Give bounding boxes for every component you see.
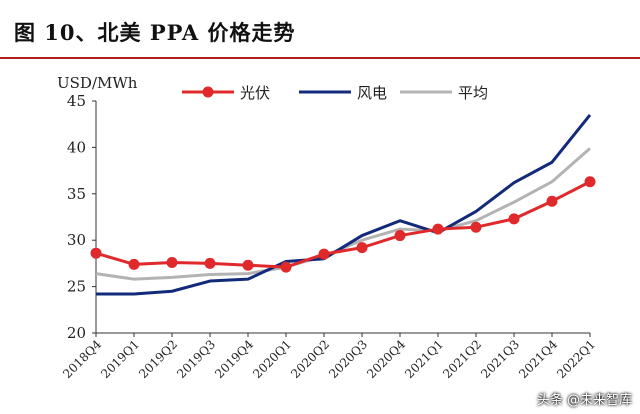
x-tick-label: 2020Q1 [250,337,294,381]
y-tick-label: 30 [67,231,86,249]
x-tick-label: 2020Q2 [288,337,332,381]
data-point-光伏 [470,221,482,233]
chart-title: 图 10、北美 PPA 价格走势 [14,20,296,45]
x-tick-label: 2019Q4 [212,337,256,381]
series-line-风电 [96,113,592,296]
watermark: 头条 @未来智库 [536,393,632,408]
data-point-光伏 [166,256,178,268]
legend-label-平均: 平均 [458,84,488,102]
title-divider [0,57,640,59]
legend: 光伏 风电 平均 [182,84,488,102]
y-tick-label: 45 [67,92,86,110]
x-tick-label: 2021Q1 [402,337,446,381]
data-point-光伏 [90,247,102,259]
x-tick-label: 2022Q1 [554,337,598,381]
x-tick-label: 2019Q3 [174,337,218,381]
y-axis-label: USD/MWh [57,74,138,92]
data-point-光伏 [242,259,254,271]
data-point-光伏 [204,257,216,269]
data-point-光伏 [546,195,558,207]
legend-marker-光伏 [202,86,214,98]
data-point-光伏 [584,176,596,188]
x-tick-label: 2019Q1 [98,337,142,381]
x-tick-label: 2021Q4 [516,337,560,381]
x-tick-label: 2019Q2 [136,337,180,381]
x-tick-label: 2020Q3 [326,337,370,381]
x-tick-label: 2021Q3 [478,337,522,381]
legend-label-光伏: 光伏 [240,84,270,102]
data-point-光伏 [432,223,444,235]
data-point-光伏 [128,258,140,270]
axes: 20 25 30 35 40 45 2018Q42019Q12019Q22019Q32019… [60,92,598,381]
header: 图 10、北美 PPA 价格走势 [0,0,640,62]
series-group [90,113,596,296]
x-tick-label: 2018Q4 [60,337,104,381]
data-point-光伏 [318,248,330,260]
x-tick-label: 2021Q2 [440,337,484,381]
legend-label-风电: 风电 [357,84,387,102]
y-tick-label: 25 [67,278,86,296]
y-tick-label: 40 [67,138,86,156]
series-line-光伏 [95,180,591,269]
x-tick-label: 2020Q4 [364,337,408,381]
y-tick-label: 35 [67,185,86,203]
data-point-光伏 [280,261,292,273]
data-point-光伏 [356,242,368,254]
data-point-光伏 [508,213,520,225]
y-tick-label: 20 [67,324,86,342]
data-point-光伏 [394,230,406,242]
